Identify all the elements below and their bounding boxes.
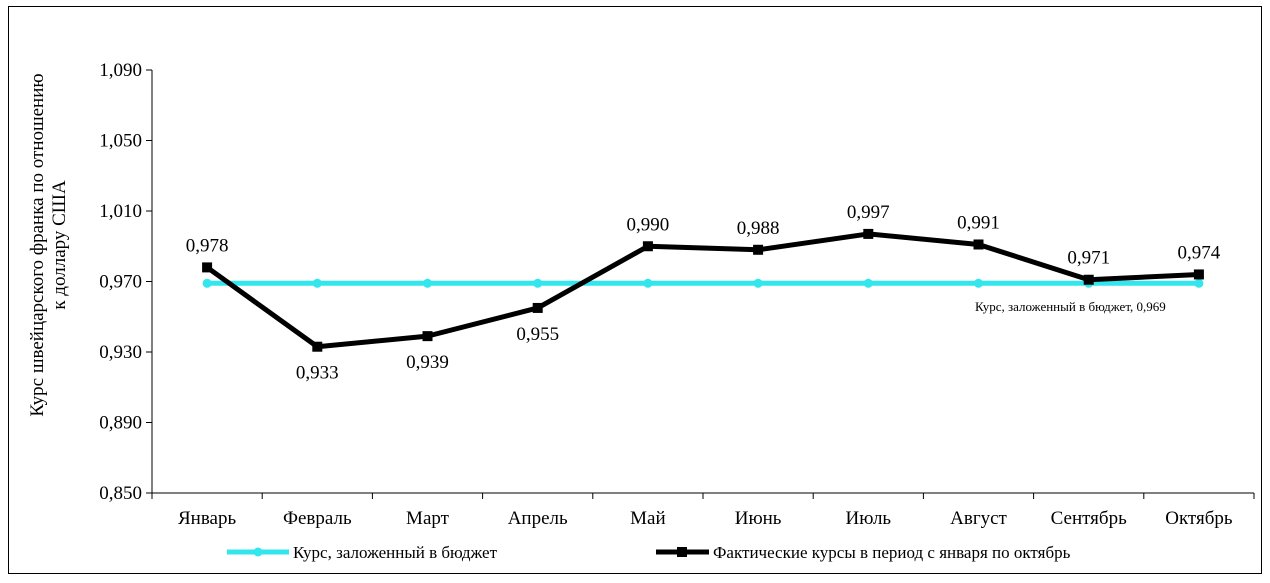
data-point-budget	[1194, 278, 1204, 288]
data-label: 0,997	[847, 202, 890, 223]
data-label: 0,978	[186, 235, 229, 256]
legend-label-budget: Курс, заложенный в бюджет	[293, 543, 498, 562]
series-layer	[202, 228, 1204, 352]
legend-item-actual: Фактические курсы в период с января по о…	[656, 543, 1071, 562]
y-tick-label: 0,970	[99, 272, 142, 293]
data-point-actual	[422, 331, 433, 342]
data-point-actual	[312, 341, 323, 352]
data-label: 0,971	[1067, 248, 1110, 269]
legend-marker-budget	[253, 547, 263, 557]
data-point-actual	[202, 262, 213, 273]
x-tick-label: Апрель	[508, 508, 568, 529]
data-label: 0,974	[1178, 242, 1221, 263]
data-point-budget	[202, 278, 212, 288]
y-axis-ticks: 0,850 0,890 0,930 0,970 1,010 1,050 1,090	[99, 60, 152, 504]
data-label: 0,991	[957, 212, 1000, 233]
x-tick-label: Сентябрь	[1051, 508, 1127, 529]
data-point-actual	[973, 239, 984, 250]
x-tick-label: Октябрь	[1165, 508, 1233, 529]
data-point-budget	[753, 278, 763, 288]
series-line-1	[205, 231, 1200, 350]
y-tick-label: 0,890	[99, 413, 142, 434]
legend-marker-actual	[677, 547, 687, 557]
y-tick-label: 1,010	[99, 201, 142, 222]
budget-series-end-label: Курс, заложенный в бюджет, 0,969	[975, 299, 1166, 314]
x-axis-ticks: Январь Февраль Март Апрель Май Июнь Июль Август…	[151, 493, 1255, 529]
data-label: 0,988	[737, 218, 780, 239]
data-point-budget	[312, 278, 322, 288]
data-labels: 0,978 0,933 0,939 0,955 0,990 0,988 0,997 0,991…	[186, 202, 1221, 384]
legend-item-budget: Курс, заложенный в бюджет	[227, 543, 498, 562]
line-chart: 0,850 0,890 0,930 0,970 1,010 1,050 1,090 Янва…	[27, 60, 1255, 562]
y-tick-label: 1,050	[99, 131, 142, 152]
x-tick-label: Май	[630, 508, 666, 529]
data-point-budget	[643, 278, 653, 288]
x-tick-label: Февраль	[283, 508, 352, 529]
data-point-actual	[1193, 269, 1204, 280]
x-tick-label: Июль	[846, 508, 892, 529]
chart-frame: 0,850 0,890 0,930 0,970 1,010 1,050 1,090 Янва…	[8, 6, 1262, 574]
legend: Курс, заложенный в бюджет Фактические ку…	[227, 543, 1071, 562]
y-tick-label: 0,850	[99, 483, 142, 504]
data-point-budget	[974, 278, 983, 288]
data-point-actual	[863, 228, 874, 239]
y-axis-title-line-1: Курс швейцарского франка по отношению	[27, 73, 48, 416]
y-tick-label: 0,930	[99, 342, 142, 363]
data-label: 0,939	[406, 352, 449, 373]
x-tick-label: Январь	[178, 508, 236, 529]
data-point-actual	[642, 241, 653, 252]
data-point-actual	[1083, 274, 1094, 285]
data-point-budget	[533, 278, 543, 288]
data-label: 0,955	[516, 324, 559, 345]
data-point-budget	[863, 278, 873, 288]
x-tick-label: Июнь	[735, 508, 782, 529]
data-point-actual	[532, 302, 543, 313]
x-tick-label: Март	[406, 508, 450, 529]
data-point-actual	[753, 244, 764, 255]
data-label: 0,990	[627, 214, 670, 235]
y-axis-title-line-2: к доллару США	[49, 180, 70, 310]
y-tick-label: 1,090	[99, 60, 142, 81]
data-label: 0,933	[296, 363, 339, 384]
data-point-budget	[423, 278, 432, 288]
legend-label-actual: Фактические курсы в период с января по о…	[713, 543, 1071, 562]
x-tick-label: Август	[950, 508, 1007, 529]
